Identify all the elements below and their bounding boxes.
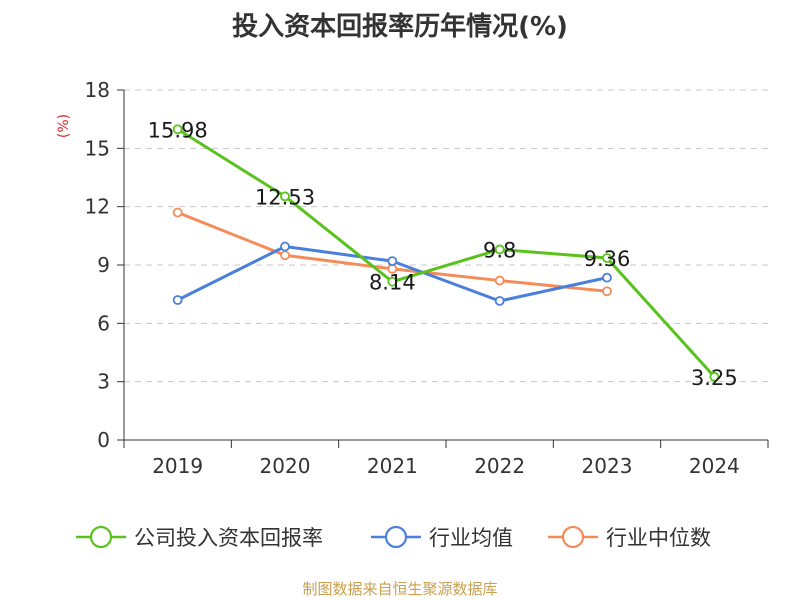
legend-label: 行业中位数 bbox=[606, 526, 711, 550]
legend-marker bbox=[384, 525, 408, 549]
data-label: 9.36 bbox=[584, 247, 631, 271]
data-point bbox=[387, 276, 398, 287]
y-axis-unit-label: (%) bbox=[56, 114, 72, 138]
y-tick-label: 9 bbox=[97, 253, 110, 277]
x-tick-label: 2020 bbox=[260, 454, 311, 478]
source-note: 制图数据来自恒生聚源数据库 bbox=[302, 580, 498, 598]
data-label: 15.98 bbox=[148, 118, 208, 142]
data-label: 12.53 bbox=[255, 185, 315, 209]
y-tick-label: 6 bbox=[97, 311, 110, 335]
x-tick-label: 2024 bbox=[689, 454, 740, 478]
data-label: 8.14 bbox=[369, 271, 416, 295]
data-point bbox=[494, 275, 505, 286]
data-label: 3.25 bbox=[691, 366, 738, 390]
y-tick-label: 0 bbox=[97, 428, 110, 452]
y-tick-label: 15 bbox=[85, 136, 110, 160]
series-line bbox=[176, 128, 716, 378]
data-point bbox=[602, 253, 612, 263]
data-point bbox=[602, 286, 612, 297]
legend-label: 行业均值 bbox=[429, 526, 513, 550]
x-tick-label: 2021 bbox=[367, 454, 418, 478]
legend-marker bbox=[89, 525, 113, 549]
data-point bbox=[387, 256, 398, 267]
x-tick-label: 2023 bbox=[582, 454, 633, 478]
data-labels: 15.98 12.53 8.14 9.8 9.36 3.25 bbox=[148, 118, 738, 390]
x-tick-label: 2019 bbox=[152, 454, 203, 478]
data-point bbox=[172, 207, 183, 218]
y-tick-label: 18 bbox=[85, 78, 110, 102]
data-label: 9.8 bbox=[483, 238, 516, 262]
grid-lines bbox=[124, 89, 768, 383]
data-point bbox=[494, 296, 505, 306]
data-point bbox=[172, 124, 183, 135]
series-lines bbox=[172, 124, 720, 382]
y-tick-label: 3 bbox=[97, 370, 110, 394]
legend-label: 公司投入资本回报率 bbox=[134, 526, 323, 550]
data-point bbox=[280, 191, 290, 202]
axes: 0 3 6 9 12 15 18 2019 2020 2021 2022 2023 2024 bbox=[85, 78, 769, 478]
data-point bbox=[172, 295, 183, 305]
data-point bbox=[709, 371, 720, 382]
y-tick-label: 12 bbox=[85, 195, 110, 219]
legend: 公司投入资本回报率 行业均值 行业中位数 bbox=[76, 525, 711, 550]
data-point bbox=[280, 250, 290, 261]
chart-title: 投入资本回报率历年情况(%) bbox=[232, 12, 568, 42]
data-point bbox=[280, 241, 290, 252]
x-tick-label: 2022 bbox=[474, 454, 525, 478]
data-point bbox=[494, 244, 505, 255]
legend-marker bbox=[561, 525, 585, 549]
data-point bbox=[602, 272, 612, 283]
